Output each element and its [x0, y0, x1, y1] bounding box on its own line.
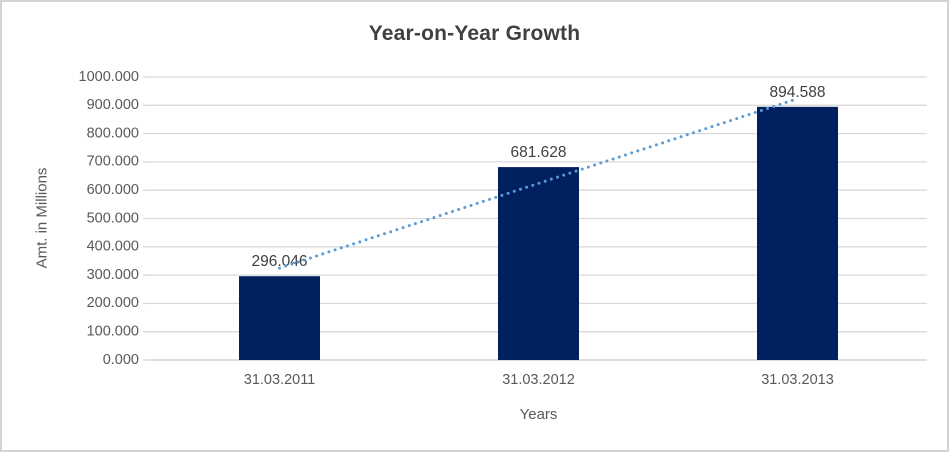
y-tick-label: 500.000: [87, 210, 139, 226]
y-tick-label: 200.000: [87, 295, 139, 311]
y-tick-label: 800.000: [87, 125, 139, 141]
y-tick-label: 900.000: [87, 97, 139, 113]
bar: [498, 167, 579, 360]
bar-value-label: 681.628: [510, 144, 566, 161]
y-tick-label: 100.000: [87, 324, 139, 340]
bar-value-label: 296.046: [251, 253, 307, 270]
y-tick-label: 0.000: [103, 352, 139, 368]
bar: [757, 106, 838, 360]
x-category-label: 31.03.2013: [761, 372, 834, 388]
y-tick-label: 300.000: [87, 267, 139, 283]
bar: [239, 276, 320, 360]
y-tick-label: 1000.000: [79, 69, 139, 85]
y-tick-label: 400.000: [87, 239, 139, 255]
y-tick-label: 600.000: [87, 182, 139, 198]
x-category-label: 31.03.2012: [502, 372, 575, 388]
bar-value-label: 894.588: [769, 84, 825, 101]
x-axis-title: Years: [519, 406, 558, 423]
x-category-label: 31.03.2011: [244, 372, 316, 388]
trendline: [278, 97, 799, 270]
y-tick-label: 700.000: [87, 154, 139, 170]
chart-title: Year-on-Year Growth: [368, 22, 581, 45]
